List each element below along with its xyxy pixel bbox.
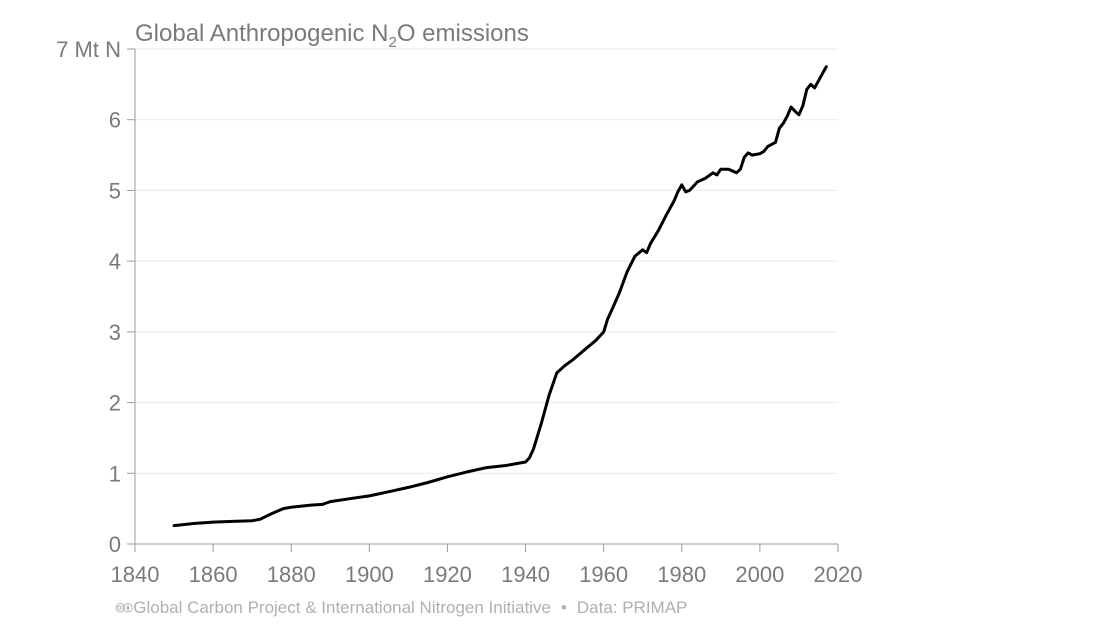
axes <box>127 48 839 552</box>
tick-labels: 0 1 2 3 4 5 6 7 Mt N 1840 1860 1880 1900 1920 1940 196… <box>56 37 862 587</box>
footer-attribution: Global Carbon Project & International Ni… <box>133 598 551 617</box>
x-tick-label-1900: 1900 <box>345 562 394 587</box>
y-tick-label-0: 0 <box>109 532 121 557</box>
y-tick-label-5: 5 <box>109 178 121 203</box>
x-tick-label-2020: 2020 <box>814 562 863 587</box>
y-tick-label-2: 2 <box>109 391 121 416</box>
y-tick-label-3: 3 <box>109 320 121 345</box>
x-tick-label-1920: 1920 <box>423 562 472 587</box>
series-layer <box>172 65 828 528</box>
x-tick-label-1980: 1980 <box>657 562 706 587</box>
footer-source: Data: PRIMAP <box>576 598 688 617</box>
gridlines <box>135 48 838 474</box>
y-tick-label-6: 6 <box>109 108 121 133</box>
x-tick-label-1860: 1860 <box>189 562 238 587</box>
footer-separator: • <box>560 598 567 617</box>
y-tick-label-1: 1 <box>109 461 121 486</box>
x-tick-label-1840: 1840 <box>111 562 160 587</box>
x-tick-label-1960: 1960 <box>579 562 628 587</box>
creative-commons-icon: 🅭🅯 <box>116 600 132 616</box>
y-tick-label-4: 4 <box>109 249 121 274</box>
x-tick-label-2000: 2000 <box>735 562 784 587</box>
series-line-0 <box>172 65 828 528</box>
x-tick-label-1880: 1880 <box>267 562 316 587</box>
y-tick-label-7: 7 Mt N <box>56 37 121 62</box>
chart-title: Global Anthropogenic N2O emissions <box>135 20 529 51</box>
x-tick-label-1940: 1940 <box>501 562 550 587</box>
footer-credit: 🅭🅯 Global Carbon Project & International … <box>116 598 687 618</box>
